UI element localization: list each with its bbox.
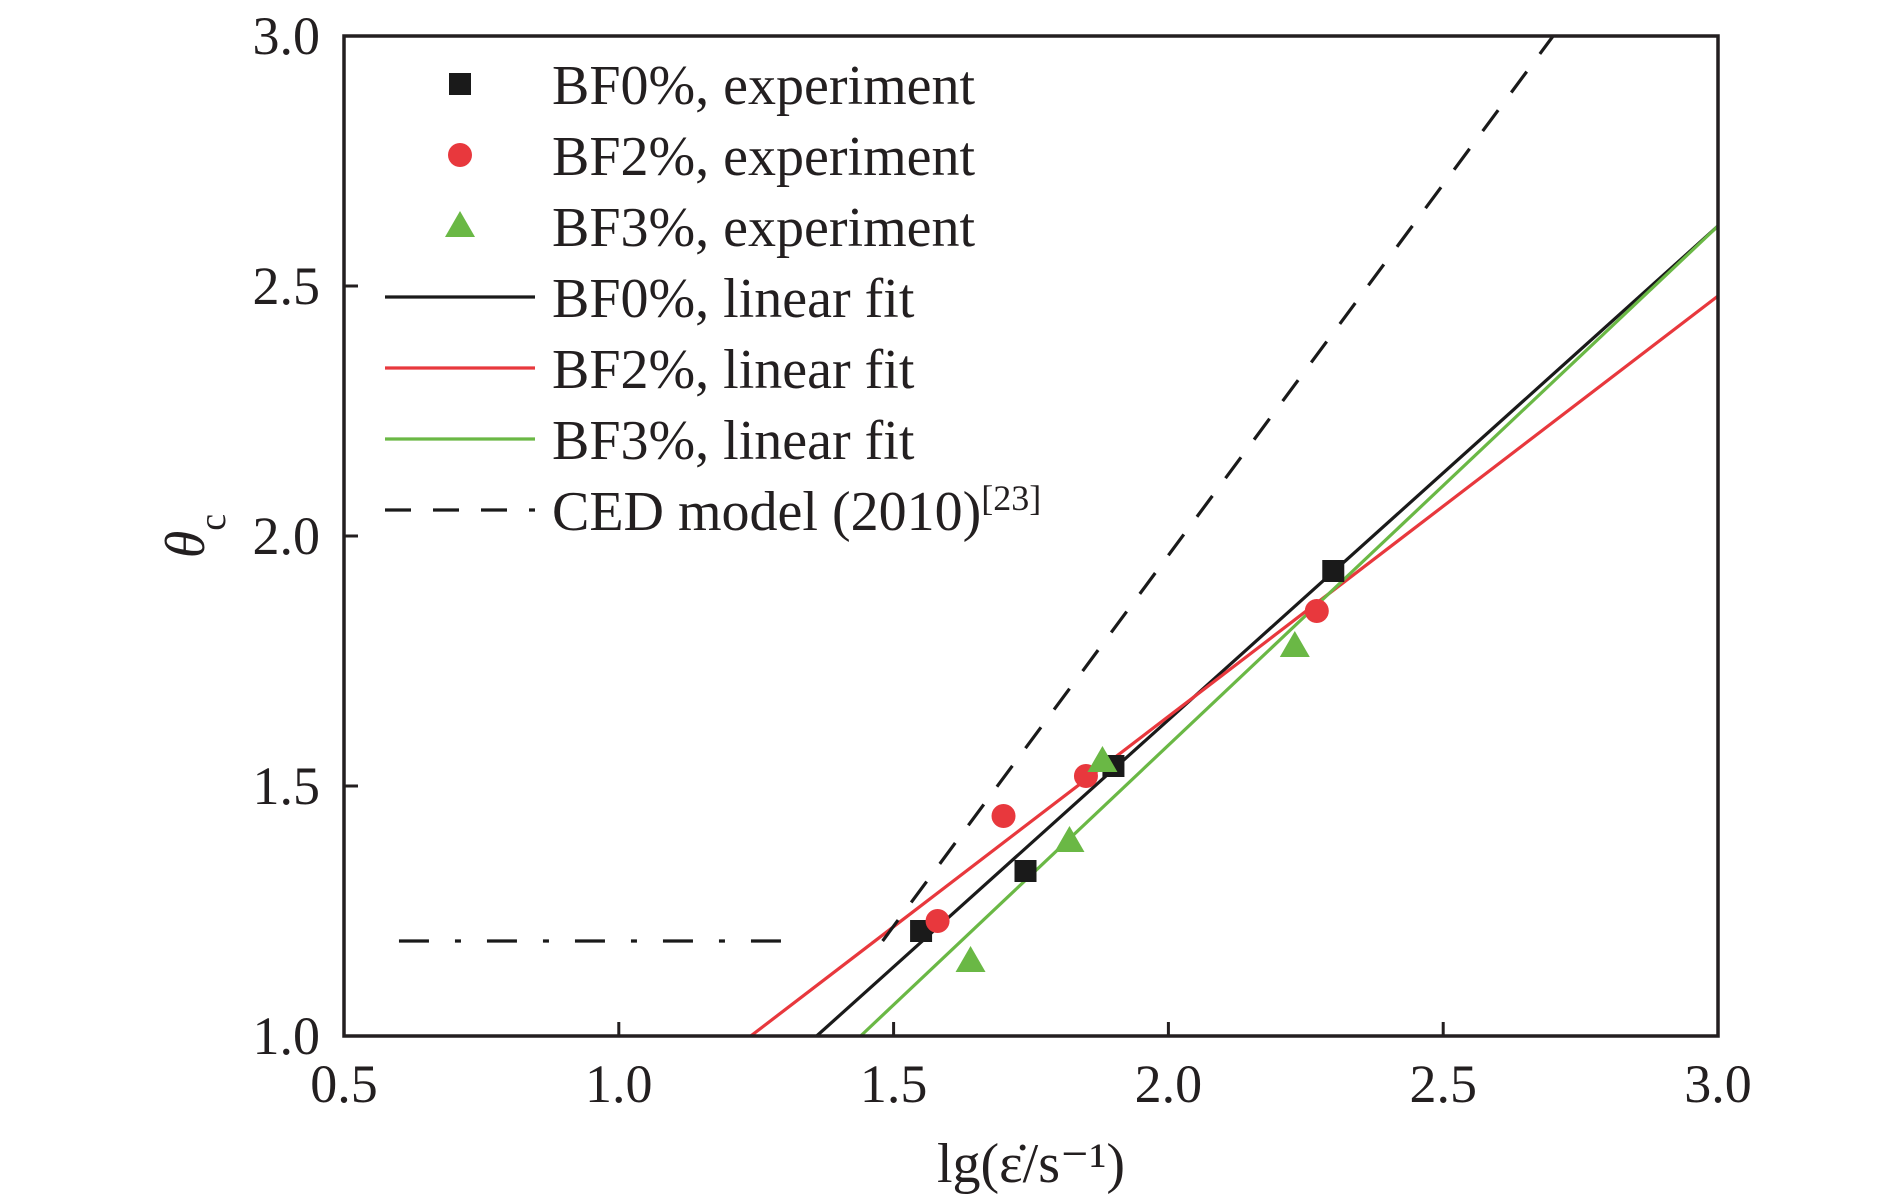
y-tick-label: 3.0: [253, 6, 321, 66]
bf3-experiment-point: [955, 946, 986, 972]
legend-label-bf2-experiment: BF2%, experiment: [552, 126, 975, 188]
x-tick-label: 2.5: [1409, 1054, 1477, 1114]
legend-label-bf2-linear-fit: BF2%, linear fit: [552, 339, 915, 401]
legend-label-bf3-linear-fit: BF3%, linear fit: [552, 410, 915, 472]
bf0-linear-fit-line: [815, 224, 1720, 1038]
bf3-experiment-point: [1279, 631, 1310, 657]
bf3-experiment-point: [1087, 746, 1118, 772]
legend: BF0%, experiment BF2%, experiment BF3%, ex…: [385, 55, 1041, 543]
legend-label-bf0-experiment: BF0%, experiment: [552, 55, 975, 117]
x-tick-label: 3.0: [1684, 1054, 1752, 1114]
legend-label-ced-model-2010: CED model (2010)[23]: [552, 478, 1041, 543]
bf3-linear-fit-line: [859, 224, 1720, 1038]
bf2-experiment-point: [1304, 599, 1329, 623]
y-tick-label: 1.5: [253, 756, 321, 816]
bf0-experiment-point: [1014, 860, 1037, 882]
x-tick-label: 1.0: [585, 1054, 653, 1114]
y-tick-label: 2.0: [253, 506, 321, 566]
y-axis: 1.0 1.5 2.0 2.5 3.0: [253, 6, 358, 1066]
bf2-experiment-point: [991, 804, 1016, 828]
x-tick-label: 2.0: [1135, 1054, 1203, 1114]
y-axis-label: θc: [155, 514, 234, 558]
y-tick-label: 2.5: [253, 256, 321, 316]
x-tick-label: 0.5: [310, 1054, 378, 1114]
legend-label-bf3-experiment: BF3%, experiment: [552, 197, 975, 259]
x-axis: 0.5 1.0 1.5 2.0 2.5 3.0: [310, 1022, 1752, 1114]
plot-frame: [342, 34, 1720, 1038]
legend-marker-bf0-experiment: [449, 73, 471, 95]
legend-marker-bf2-experiment: [448, 143, 472, 167]
x-axis-label: lg(ε̇/s⁻¹): [937, 1133, 1125, 1195]
bf3-experiment-point: [1054, 826, 1085, 852]
legend-label-bf0-linear-fit: BF0%, linear fit: [552, 268, 915, 330]
legend-marker-bf3-experiment: [445, 211, 475, 237]
bf0-experiment-point: [1322, 560, 1345, 582]
bf2-linear-fit-line: [749, 294, 1719, 1038]
y-tick-label: 1.0: [253, 1006, 321, 1066]
plot-marks: [398, 35, 1720, 1038]
x-tick-label: 1.5: [860, 1054, 928, 1114]
bf2-experiment-point: [925, 909, 950, 933]
